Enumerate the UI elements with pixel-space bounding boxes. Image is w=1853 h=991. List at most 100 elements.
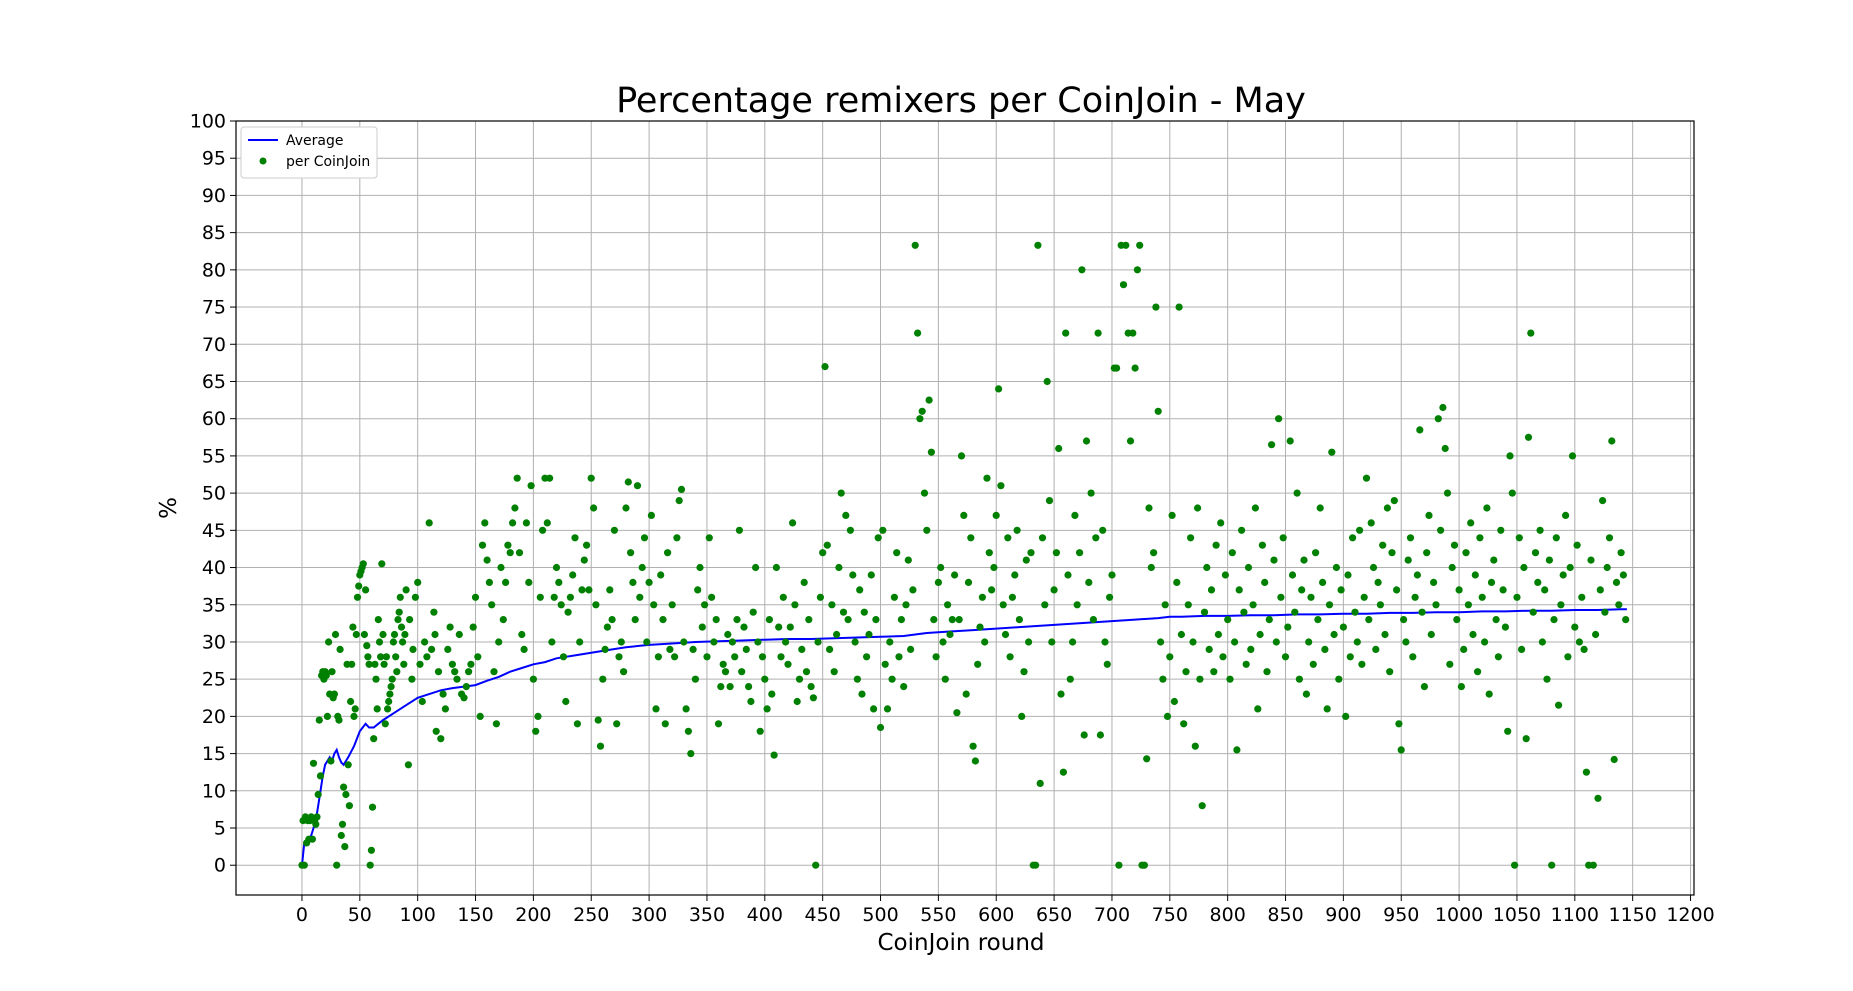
data-point [1485, 690, 1493, 698]
data-point [624, 478, 632, 486]
data-point [1462, 549, 1470, 557]
data-point [497, 563, 505, 572]
y-tick-label: 35 [202, 594, 226, 616]
data-point [1126, 437, 1135, 445]
data-point [1342, 712, 1350, 721]
data-point [1006, 653, 1014, 661]
data-point [1423, 549, 1431, 557]
data-point [629, 578, 637, 587]
x-tick-label: 850 [1267, 904, 1303, 926]
data-point [1346, 653, 1354, 661]
data-point [1413, 571, 1421, 579]
data-point [1101, 638, 1109, 646]
data-point [594, 716, 602, 724]
data-point [1344, 571, 1352, 579]
data-point [631, 616, 639, 624]
data-point [425, 519, 433, 527]
data-point [1430, 578, 1438, 587]
data-point [1487, 578, 1496, 587]
data-point [1467, 519, 1475, 527]
data-point [897, 616, 906, 624]
x-tick-label: 100 [400, 904, 436, 926]
data-point [465, 668, 473, 676]
data-point [399, 638, 407, 646]
data-point [1226, 675, 1234, 683]
data-point [1256, 630, 1264, 639]
data-point [1057, 690, 1065, 698]
x-tick-label: 900 [1325, 904, 1361, 926]
data-point [997, 482, 1005, 490]
data-point [432, 727, 440, 735]
data-point [1189, 638, 1197, 646]
y-tick-label: 55 [202, 445, 226, 467]
data-point [1332, 563, 1340, 572]
data-point [726, 683, 734, 691]
data-point [1402, 638, 1410, 646]
data-point [409, 645, 417, 654]
y-tick-label: 70 [202, 334, 226, 356]
data-point [1536, 526, 1544, 534]
y-tick-label: 85 [202, 222, 226, 244]
data-point [1244, 563, 1253, 572]
legend-points-swatch [259, 157, 267, 165]
data-point [351, 705, 359, 713]
data-point [1325, 601, 1334, 609]
data-point [1170, 697, 1178, 706]
data-point [1531, 549, 1540, 557]
y-tick-label: 75 [202, 297, 226, 319]
data-point [636, 593, 644, 601]
data-point [1055, 444, 1063, 453]
data-point [839, 608, 848, 616]
data-point [495, 638, 503, 646]
data-point [1534, 578, 1542, 587]
data-point [1173, 578, 1181, 587]
data-point [1508, 489, 1516, 497]
data-point [368, 803, 377, 811]
data-point [1337, 586, 1345, 594]
data-point [520, 645, 528, 654]
data-point [881, 660, 889, 668]
data-point [673, 534, 681, 542]
data-point [893, 549, 901, 557]
y-tick-label: 90 [202, 185, 226, 207]
data-point [1305, 638, 1313, 646]
data-point [858, 690, 866, 698]
data-point [1319, 578, 1327, 587]
data-point [1365, 616, 1373, 624]
y-tick-label: 80 [202, 259, 226, 281]
data-point [703, 653, 711, 661]
data-point [485, 578, 493, 587]
data-point [453, 675, 461, 683]
data-point [1316, 504, 1324, 512]
data-point [1032, 861, 1040, 869]
data-point [684, 727, 693, 735]
data-point [1587, 556, 1595, 564]
data-point [927, 448, 936, 456]
data-point [828, 601, 836, 609]
data-point [1483, 504, 1491, 512]
data-point [532, 727, 540, 735]
data-point [1481, 638, 1489, 646]
data-point [392, 653, 400, 661]
y-tick-label: 100 [190, 111, 226, 133]
data-point [992, 511, 1000, 519]
data-point [1140, 861, 1148, 869]
x-tick-label: 650 [1036, 904, 1072, 926]
data-point [1601, 608, 1609, 616]
data-point [971, 757, 980, 765]
data-point [1335, 675, 1343, 683]
data-point [1015, 616, 1024, 624]
data-point [791, 601, 799, 609]
data-point [1393, 586, 1401, 594]
data-point [1210, 668, 1218, 676]
data-point [1191, 742, 1199, 750]
chart-title: Percentage remixers per CoinJoin - May [616, 81, 1306, 121]
data-point [1381, 630, 1389, 639]
data-point [344, 761, 352, 769]
x-tick-label: 600 [978, 904, 1014, 926]
data-point [1198, 802, 1206, 810]
data-point [1349, 534, 1357, 542]
data-point [406, 616, 414, 624]
data-point [322, 671, 330, 680]
data-point [1013, 526, 1021, 534]
